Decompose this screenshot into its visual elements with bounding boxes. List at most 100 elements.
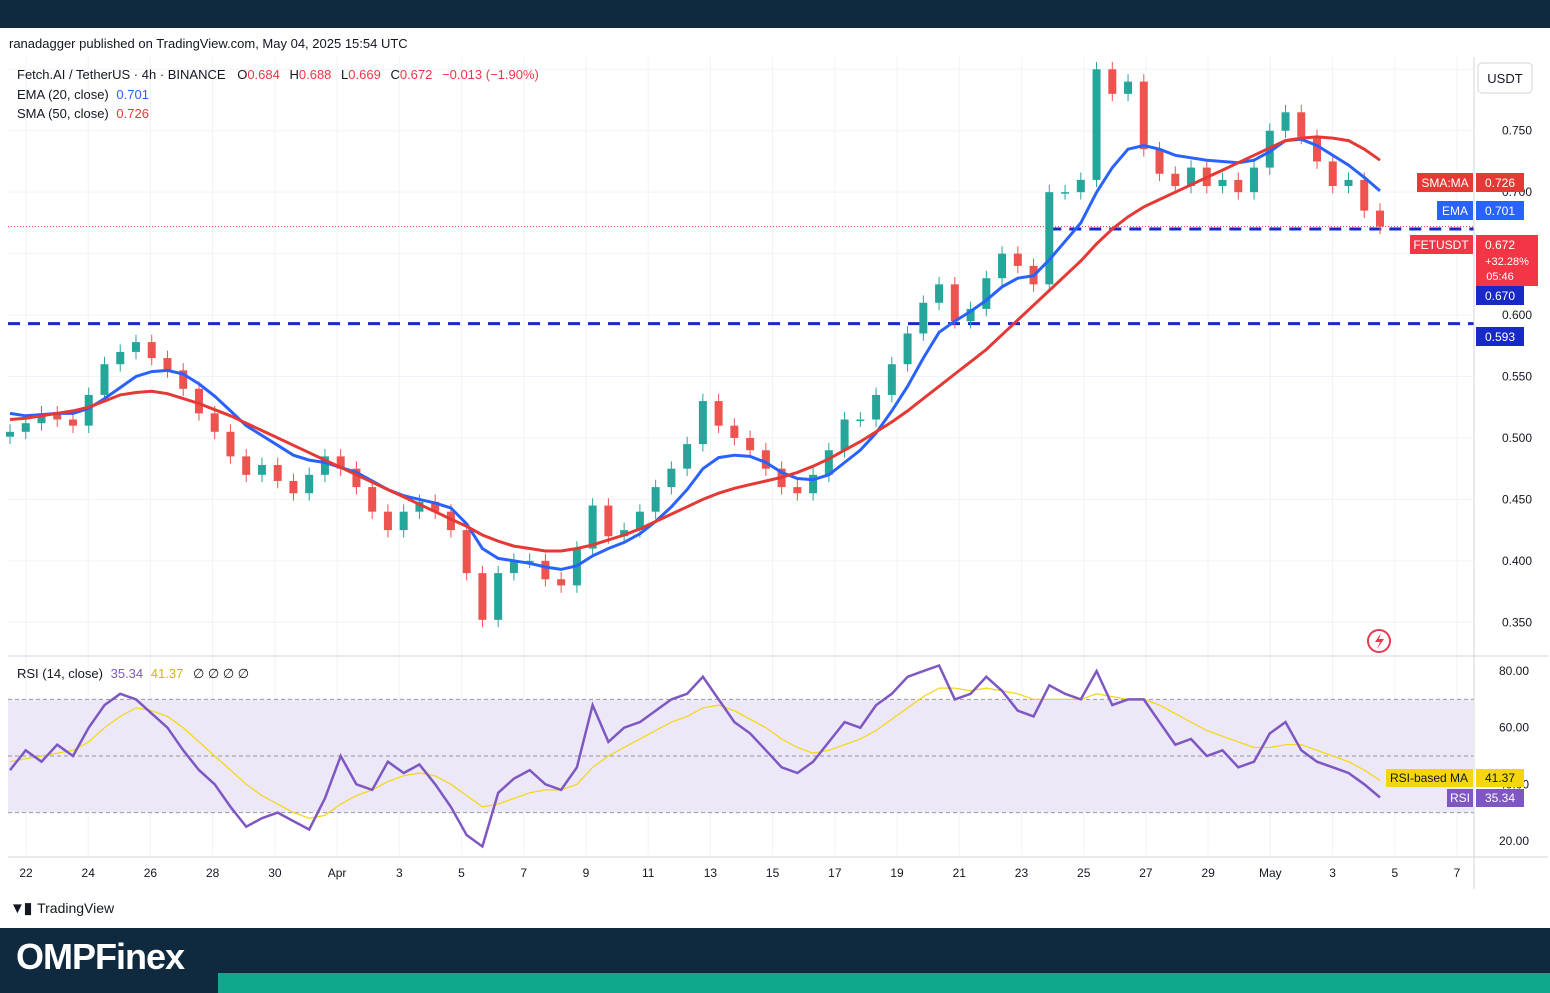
alert-icon[interactable] <box>1367 629 1391 653</box>
candle-body <box>714 401 723 426</box>
candle-body <box>950 284 959 322</box>
time-tick-label: 19 <box>890 866 904 880</box>
candle-body <box>1328 161 1337 187</box>
candle-body <box>116 351 125 365</box>
candle-body <box>68 419 77 426</box>
candle-body <box>478 573 487 620</box>
candle-body <box>1281 112 1290 131</box>
price-tick-label: 0.550 <box>1502 370 1532 384</box>
footer-brand-name: OMPFinex <box>16 936 185 977</box>
rsi-ma-tag: RSI-based MA 41.37 <box>1386 769 1524 787</box>
candle-body <box>194 388 203 414</box>
candle-body <box>793 487 802 494</box>
high-value: 0.688 <box>299 67 332 82</box>
candle-body <box>966 308 975 322</box>
ema-legend-value: 0.701 <box>116 87 149 102</box>
rsi-ma-tag-value: 41.37 <box>1485 771 1515 785</box>
open-value: 0.684 <box>247 67 280 82</box>
change-value: −0.013 (−1.90%) <box>442 67 539 82</box>
candle-body <box>525 560 534 563</box>
time-tick-label: 3 <box>396 866 403 880</box>
candle-body <box>887 364 896 395</box>
rsi-tick-label: 80.00 <box>1499 664 1529 678</box>
candle-body <box>935 284 944 303</box>
close-label: C <box>390 67 399 82</box>
candle-body <box>1013 253 1022 266</box>
bar-countdown: 05:46 <box>1486 271 1514 283</box>
candle-body <box>446 511 455 531</box>
candle-body <box>809 474 818 494</box>
candle-body <box>368 487 377 512</box>
last-tag-change: +32.28% <box>1485 256 1529 268</box>
time-tick-label: 5 <box>1391 866 1398 880</box>
candle-body <box>856 419 865 422</box>
rsi-legend-value: 35.34 <box>111 666 144 681</box>
rsi-guides <box>8 698 1474 814</box>
sma-tag-value: 0.726 <box>1485 176 1515 190</box>
moving-averages <box>9 135 1381 571</box>
candle-body <box>352 468 361 488</box>
time-tick-label: 30 <box>268 866 282 880</box>
support-upper-tag: 0.670 <box>1476 286 1524 305</box>
candle-body <box>210 413 219 432</box>
candle-body <box>305 474 314 494</box>
candle-body <box>1092 69 1101 180</box>
support-lower-tag: 0.593 <box>1476 327 1524 346</box>
candle-body <box>1045 192 1054 285</box>
low-label: L <box>341 67 348 82</box>
candle-body <box>1076 179 1085 193</box>
sma-price-tag: SMA:MA 0.726 <box>1417 173 1524 192</box>
candle-body <box>761 450 770 469</box>
candle-body <box>1297 112 1306 137</box>
chart-legend: Fetch.AI / TetherUS · 4h · BINANCE O0.68… <box>17 67 539 681</box>
rsi-tick-label: 20.00 <box>1499 834 1529 848</box>
price-tick-label: 0.450 <box>1502 492 1532 506</box>
symbol-title: Fetch.AI / TetherUS · 4h · BINANCE <box>17 67 226 82</box>
candle-body <box>903 333 912 365</box>
time-tick-label: 28 <box>206 866 220 880</box>
currency-button[interactable] <box>1477 62 1533 94</box>
candle-body <box>1234 179 1243 193</box>
time-tick-label: 13 <box>704 866 718 880</box>
candle-body <box>431 501 440 512</box>
candle-body <box>872 394 881 420</box>
candle-body <box>588 505 597 549</box>
candle-body <box>557 579 566 586</box>
time-tick-label: 7 <box>1454 866 1461 880</box>
time-tick-label: 24 <box>82 866 96 880</box>
svg-text:EMA (20, close) 0.701: EMA (20, close) 0.701 <box>17 87 149 102</box>
sma-tag-name: SMA:MA <box>1421 176 1468 190</box>
support-levels <box>8 226 1474 326</box>
candle-body <box>1155 149 1164 174</box>
time-tick-label: 9 <box>583 866 590 880</box>
candle-body <box>6 431 14 437</box>
rsi-tag: RSI 35.34 <box>1447 789 1524 807</box>
support-lower-value: 0.593 <box>1485 330 1515 344</box>
rsi-lines <box>9 663 1381 849</box>
footer-bar: OMPFinex <box>0 928 1550 993</box>
publisher-info: ranadagger published on TradingView.com,… <box>9 36 408 51</box>
high-label: H <box>289 67 298 82</box>
ema-tag-value: 0.701 <box>1485 204 1515 218</box>
rsi-ma-line <box>9 687 1381 819</box>
svg-text:RSI (14, close) 35.34: RSI (14, close) 35.34 41.37 ∅ ∅ ∅ ∅ <box>17 666 249 681</box>
time-tick-label: 22 <box>19 866 33 880</box>
price-tick-label: 0.350 <box>1502 615 1532 629</box>
tradingview-name: TradingView <box>37 900 115 916</box>
chart-canvas[interactable]: 0.3500.4000.4500.5000.5500.6000.6500.700… <box>0 57 1550 892</box>
svg-text:Fetch.AI / TetherUS · 4h · BIN: Fetch.AI / TetherUS · 4h · BINANCE O0.68… <box>17 67 539 82</box>
candle-body <box>100 364 109 395</box>
tradingview-logo-icon: ▼▮ <box>10 900 32 917</box>
candle-body <box>982 278 991 309</box>
rsi-tag-value: 35.34 <box>1485 791 1515 805</box>
price-tick-label: 0.750 <box>1502 124 1532 138</box>
candle-body <box>84 394 93 426</box>
svg-text:SMA (50, close) 0.726: SMA (50, close) 0.726 <box>17 106 149 121</box>
candle-body <box>1250 167 1259 193</box>
time-tick-label: 11 <box>642 866 655 880</box>
candle-body <box>273 464 282 481</box>
price-tick-label: 0.400 <box>1502 554 1532 568</box>
candle-body <box>320 456 329 475</box>
open-label: O <box>237 67 247 82</box>
candle-body <box>1061 192 1070 194</box>
